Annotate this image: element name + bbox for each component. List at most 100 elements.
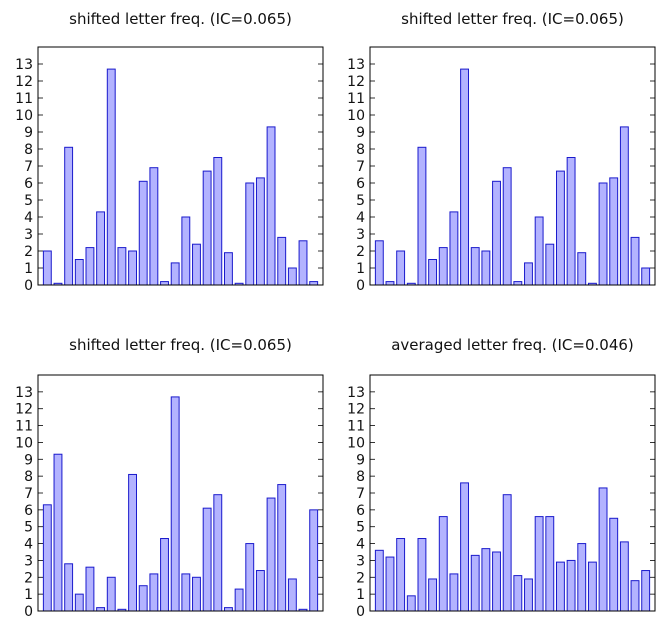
bar [181, 216, 191, 286]
y-tick-label: 3 [356, 227, 365, 243]
y-tick-label: 9 [24, 125, 33, 141]
bar [255, 570, 265, 612]
y-tick-label: 7 [24, 486, 33, 502]
bar [266, 126, 276, 286]
bar [396, 250, 406, 286]
bar [117, 247, 127, 286]
bar [149, 573, 159, 612]
y-tick-label: 6 [24, 503, 33, 519]
bar [619, 126, 629, 286]
bar [85, 247, 95, 286]
bar [598, 182, 608, 286]
bar [224, 252, 233, 286]
y-tick-label: 9 [356, 452, 365, 468]
bar [213, 494, 223, 612]
y-tick-label: 1 [24, 261, 33, 277]
bar [266, 497, 276, 612]
y-tick-label: 6 [24, 176, 33, 192]
y-tick-label: 3 [356, 553, 365, 569]
chart-title: shifted letter freq. (IC=0.065) [401, 10, 624, 28]
y-tick-label: 2 [24, 244, 33, 260]
y-tick-label: 12 [15, 402, 33, 418]
plot-frame [37, 46, 324, 286]
y-tick-label: 4 [356, 210, 365, 226]
bar [170, 396, 180, 612]
bar [566, 559, 576, 612]
bar [277, 484, 287, 612]
bar [534, 216, 544, 286]
bar [619, 541, 629, 612]
y-tick-label: 8 [24, 142, 33, 158]
bar [287, 578, 297, 612]
bar [630, 580, 640, 612]
plot-frame [369, 374, 656, 612]
bar [577, 252, 587, 286]
y-tick-label: 5 [356, 520, 365, 536]
bar [481, 548, 491, 612]
plot-frame [37, 374, 324, 612]
bar [85, 566, 95, 612]
bar [138, 180, 148, 286]
bar [630, 236, 640, 286]
bar [192, 243, 201, 286]
bar [492, 551, 501, 612]
bar [53, 453, 63, 612]
bar [181, 573, 191, 612]
y-tick-label: 12 [347, 402, 365, 418]
y-tick-label: 10 [347, 435, 365, 451]
y-tick-label: 10 [15, 108, 33, 124]
bar [545, 243, 555, 286]
y-tick-label: 2 [356, 570, 365, 586]
y-tick-label: 9 [24, 452, 33, 468]
bar [481, 250, 491, 286]
y-tick-label: 8 [24, 469, 33, 485]
y-tick-label: 0 [24, 278, 33, 294]
bar [385, 556, 395, 612]
bar [470, 247, 480, 286]
bar [609, 517, 619, 612]
chart-panel-1: shifted letter freq. (IC=0.065)012345678… [15, 10, 324, 294]
bar [417, 146, 427, 286]
chart-title: shifted letter freq. (IC=0.065) [69, 10, 292, 28]
bar [385, 281, 395, 286]
y-tick-label: 6 [356, 503, 365, 519]
bar [374, 240, 384, 286]
y-tick-label: 12 [347, 74, 365, 90]
bar [556, 561, 565, 612]
bar [202, 507, 212, 612]
y-tick-label: 11 [347, 91, 365, 107]
bar [460, 68, 469, 286]
y-tick-label: 10 [347, 108, 365, 124]
bar [309, 281, 319, 286]
bar [245, 182, 255, 286]
bar [224, 607, 233, 612]
bar [96, 607, 106, 612]
bar [556, 170, 565, 286]
bar [138, 585, 148, 612]
y-tick-label: 5 [24, 520, 33, 536]
bar [128, 473, 137, 612]
y-tick-label: 4 [356, 537, 365, 553]
bar [492, 180, 501, 286]
bar [428, 578, 438, 612]
bar [74, 593, 84, 612]
bar [149, 167, 159, 286]
bar [170, 262, 180, 286]
y-tick-label: 11 [347, 419, 365, 435]
bar [128, 250, 137, 286]
y-tick-label: 4 [24, 537, 33, 553]
y-tick-label: 7 [356, 159, 365, 175]
bar [449, 211, 459, 286]
bar [449, 573, 459, 612]
bar [255, 177, 265, 286]
bar [202, 170, 212, 286]
y-tick-label: 0 [24, 604, 33, 617]
y-tick-label: 13 [347, 385, 365, 401]
chart-panel-2: shifted letter freq. (IC=0.065)012345678… [347, 10, 656, 294]
bar [438, 247, 448, 286]
bar [460, 482, 469, 612]
bar [213, 157, 223, 286]
bar [513, 281, 523, 286]
bar [74, 259, 84, 286]
y-tick-label: 2 [24, 570, 33, 586]
